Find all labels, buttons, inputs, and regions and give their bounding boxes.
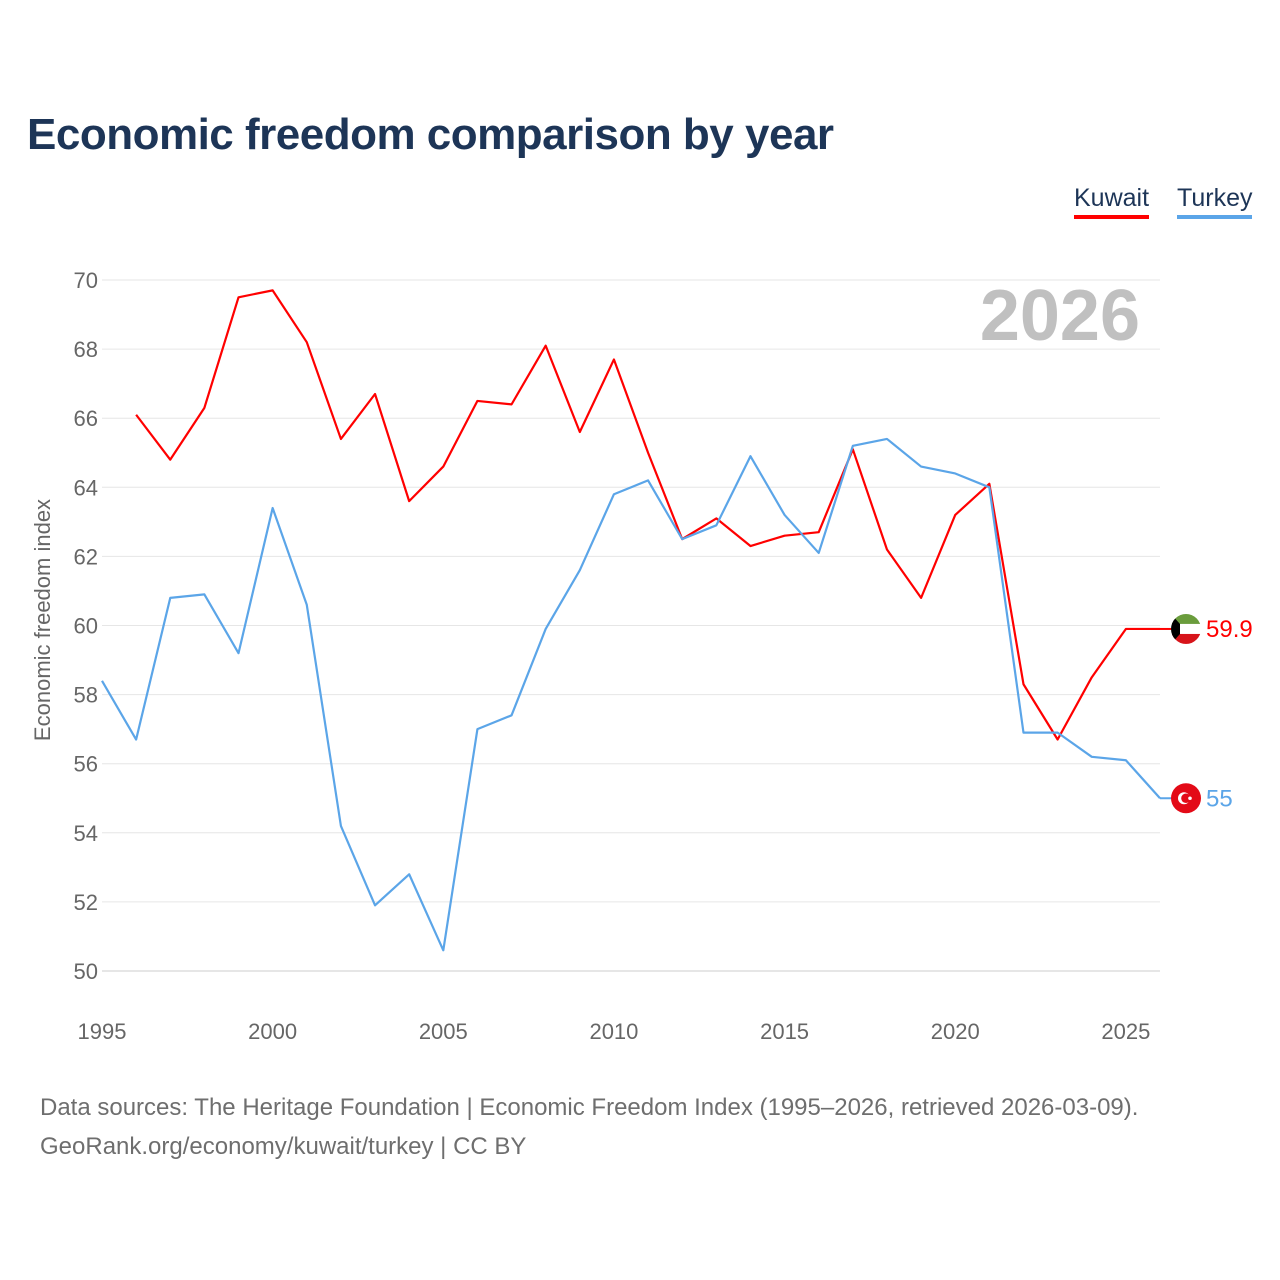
- y-tick-label: 52: [74, 890, 98, 915]
- x-tick-label: 2020: [931, 1019, 980, 1044]
- x-tick-label: 1995: [78, 1019, 127, 1044]
- y-tick-label: 60: [74, 614, 98, 639]
- x-tick-label: 2010: [589, 1019, 638, 1044]
- y-tick-label: 62: [74, 544, 98, 569]
- line-chart: 2026 Economic freedom index 50 52 54 56 58 60…: [30, 268, 1253, 1044]
- y-tick-label: 58: [74, 683, 98, 708]
- footer: Data sources: The Heritage Foundation | …: [40, 1088, 1138, 1166]
- x-tick-label: 2025: [1101, 1019, 1150, 1044]
- y-tick-label: 66: [74, 406, 98, 431]
- footer-sources: Data sources: The Heritage Foundation | …: [40, 1094, 1139, 1121]
- legend-item-kuwait[interactable]: Kuwait: [1074, 184, 1150, 219]
- x-tick-label: 2005: [419, 1019, 468, 1044]
- y-tick-label: 68: [74, 337, 98, 362]
- legend-item-turkey[interactable]: Turkey: [1177, 184, 1253, 219]
- y-axis-label: Economic freedom index: [30, 499, 55, 741]
- y-tick-label: 50: [74, 959, 98, 984]
- turkey-flag-icon: [1171, 783, 1201, 814]
- end-value-label: 59.9: [1206, 616, 1253, 643]
- y-tick-label: 56: [74, 752, 98, 777]
- footer-url: GeoRank.org/economy/kuwait/turkey | CC B…: [40, 1133, 527, 1160]
- x-tick-label: 2015: [760, 1019, 809, 1044]
- y-tick-label: 70: [74, 268, 98, 293]
- chart-title: Economic freedom comparison by year: [27, 110, 834, 159]
- y-tick-label: 64: [74, 475, 98, 500]
- year-watermark: 2026: [980, 276, 1140, 356]
- series-line-kuwait[interactable]: [135, 289, 1160, 741]
- end-value-label: 55: [1206, 785, 1233, 812]
- y-tick-label: 54: [74, 821, 98, 846]
- series-line-turkey[interactable]: [101, 437, 1161, 952]
- kuwait-flag-icon: [1171, 613, 1201, 644]
- x-tick-label: 2000: [248, 1019, 297, 1044]
